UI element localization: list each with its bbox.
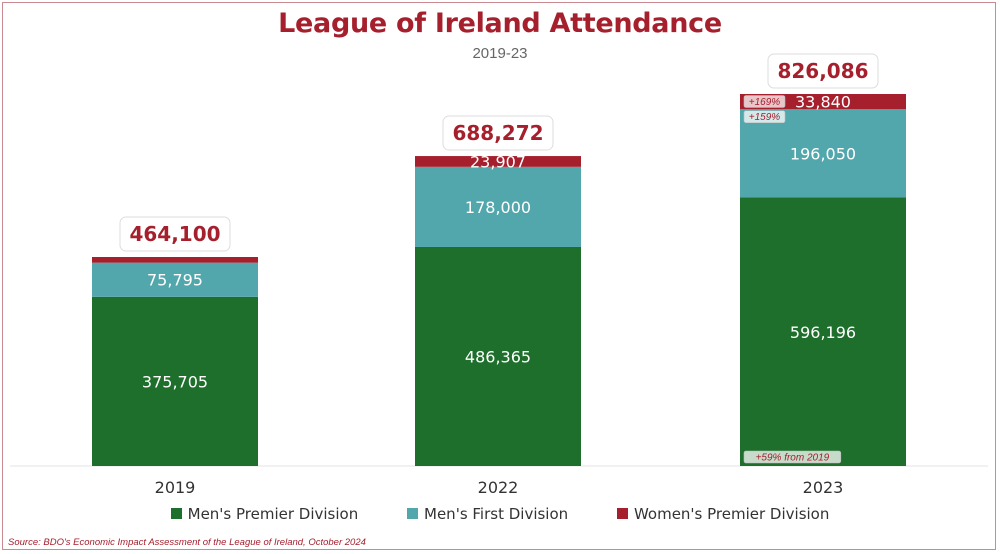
legend: Men's Premier Division Men's First Divis… xyxy=(0,505,1000,523)
segment-label: 75,795 xyxy=(147,271,203,290)
annotation-text: +59% from 2019 xyxy=(756,453,830,464)
legend-label: Men's Premier Division xyxy=(187,505,359,523)
segment-label: 178,000 xyxy=(465,198,531,217)
legend-item-womens-premier: Women's Premier Division xyxy=(616,505,830,523)
bar-segment xyxy=(415,156,581,167)
bar-segment xyxy=(740,109,906,198)
legend-label: Men's First Division xyxy=(424,505,569,523)
total-label-text: 826,086 xyxy=(777,59,868,83)
chart-title: League of Ireland Attendance xyxy=(278,8,722,39)
annotation-text: +169% xyxy=(749,97,781,108)
segment-label: 33,840 xyxy=(795,93,851,112)
bar-segment xyxy=(92,296,258,466)
bar-segment xyxy=(92,257,258,263)
total-label: 826,086 xyxy=(767,53,879,89)
total-label-text: 688,272 xyxy=(452,121,543,145)
total-label: 688,272 xyxy=(442,115,554,151)
segment-label: 486,365 xyxy=(465,347,531,366)
legend-item-mens-first: Men's First Division xyxy=(407,505,568,523)
x-tick-label: 2023 xyxy=(803,478,844,497)
annotation-box xyxy=(743,95,786,108)
bar-segment xyxy=(92,262,258,297)
bar-segment xyxy=(415,246,581,466)
bar-segment xyxy=(415,166,581,247)
segment-label: 23,907 xyxy=(470,152,526,171)
chart-subtitle: 2019-23 xyxy=(472,45,528,62)
legend-swatch xyxy=(407,508,419,519)
growth-annotation: +159% xyxy=(743,110,786,124)
annotation-text: +159% xyxy=(749,112,781,123)
source-note: Source: BDO's Economic Impact Assessment… xyxy=(8,537,366,548)
legend-swatch xyxy=(170,508,182,519)
bar-segment xyxy=(740,197,906,466)
legend-label: Women's Premier Division xyxy=(633,505,830,523)
legend-item-mens-premier: Men's Premier Division xyxy=(170,505,359,523)
total-label-box xyxy=(767,53,879,89)
total-label-box xyxy=(442,115,554,151)
annotation-box xyxy=(743,110,786,124)
growth-annotation: +169% xyxy=(743,95,786,108)
total-label-box xyxy=(119,216,231,252)
x-tick-label: 2022 xyxy=(478,478,519,497)
annotation-box xyxy=(743,450,842,464)
growth-annotation: +59% from 2019 xyxy=(743,450,842,464)
x-tick-label: 2019 xyxy=(155,478,196,497)
legend-swatch xyxy=(616,508,628,519)
segment-label: 196,050 xyxy=(790,144,856,163)
segment-label: 596,196 xyxy=(790,323,856,342)
segment-label: 375,705 xyxy=(142,372,208,391)
total-label: 464,100 xyxy=(119,216,231,252)
total-label-text: 464,100 xyxy=(129,222,220,246)
